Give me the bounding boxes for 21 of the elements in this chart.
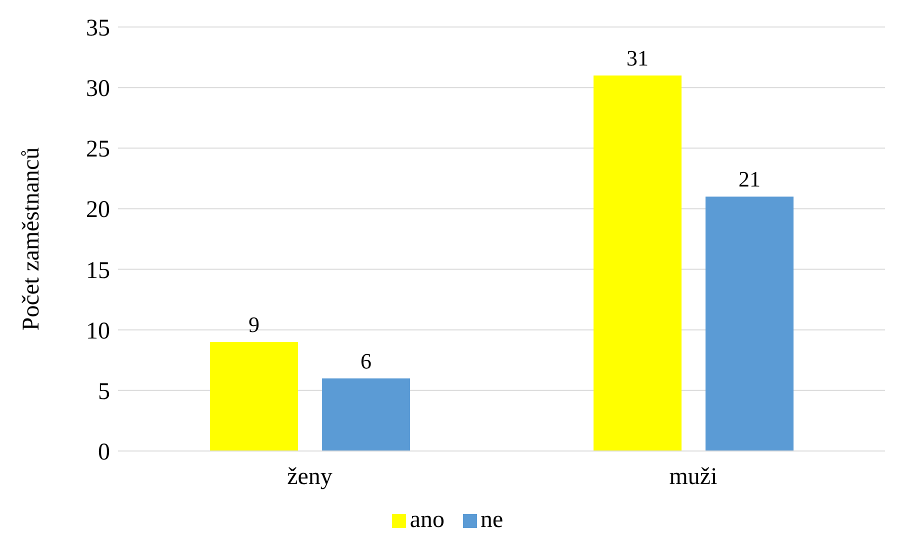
legend-label: ne — [480, 507, 504, 533]
y-tick-label: 0 — [98, 440, 110, 466]
y-tick-label: 15 — [86, 258, 110, 284]
y-tick-label: 10 — [86, 318, 110, 344]
legend-label: ano — [410, 507, 444, 533]
y-axis-title: Počet zaměstnanců — [18, 147, 45, 331]
data-label: 31 — [626, 45, 649, 70]
y-tick-label: 25 — [86, 136, 110, 163]
bar — [706, 196, 794, 451]
y-tick-label: 5 — [98, 378, 110, 405]
y-tick-label: 20 — [86, 197, 110, 224]
data-label: 9 — [248, 312, 260, 337]
bar — [322, 378, 410, 451]
bar — [594, 75, 682, 451]
bar — [210, 342, 298, 451]
x-tick-label: ženy — [287, 464, 332, 490]
data-label: 21 — [738, 166, 761, 192]
y-tick-label: 30 — [86, 76, 110, 102]
y-tick-label: 35 — [86, 16, 110, 42]
data-label: 6 — [360, 348, 372, 374]
x-tick-label: muži — [669, 464, 718, 490]
